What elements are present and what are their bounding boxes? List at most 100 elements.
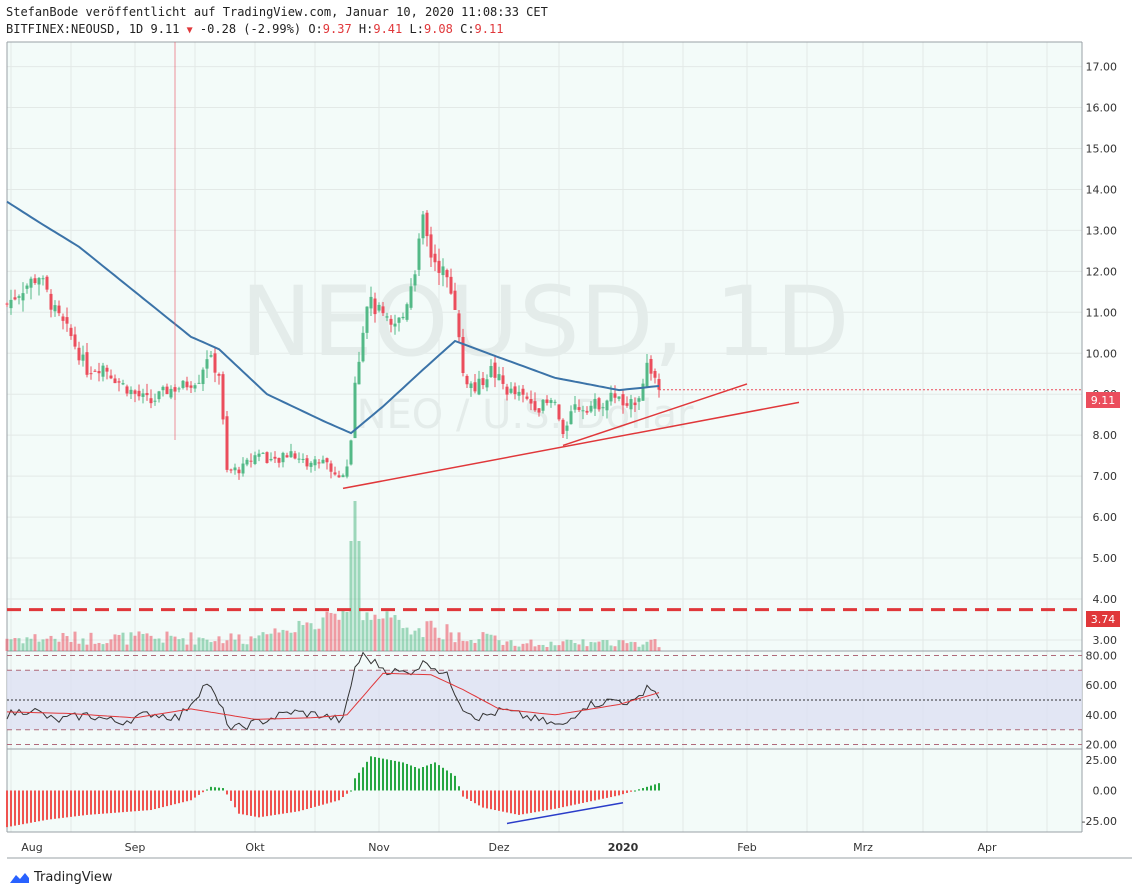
volume-bar: [509, 640, 513, 651]
histogram-bar: [642, 788, 644, 791]
candle-body: [325, 458, 329, 463]
histogram-bar: [398, 761, 400, 791]
histogram-bar: [498, 790, 500, 811]
candle-body: [409, 286, 413, 308]
histogram-bar: [238, 790, 240, 814]
rsi-tick-label: 60.00: [1086, 679, 1118, 692]
volume-bar: [269, 633, 273, 651]
support-trendline[interactable]: [562, 383, 748, 447]
candle-body: [549, 400, 553, 404]
candle-body: [389, 318, 393, 325]
histogram-tick-label: 0.00: [1093, 785, 1118, 798]
histogram-bar: [518, 790, 520, 815]
candle-body: [341, 475, 345, 478]
histogram-bar: [582, 790, 584, 803]
price-tick-label: 5.00: [1093, 552, 1118, 565]
volume-bar: [105, 643, 109, 651]
histogram-bar: [638, 789, 640, 791]
volume-bar: [273, 628, 277, 651]
histogram-bar: [338, 790, 340, 801]
histogram-bar: [526, 790, 528, 814]
histogram-bar: [522, 790, 524, 815]
volume-bar: [481, 632, 485, 651]
histogram-bar: [474, 790, 476, 804]
volume-bar: [553, 645, 557, 651]
volume-bar: [157, 638, 161, 651]
candle-body: [437, 260, 441, 273]
price-tick-label: 3.00: [1093, 634, 1118, 647]
histogram-trendline[interactable]: [506, 801, 624, 825]
histogram-bar: [82, 790, 84, 816]
volume-bar: [633, 642, 637, 651]
histogram-bar: [346, 790, 348, 794]
histogram-bar: [566, 790, 568, 807]
candle-body: [273, 456, 277, 459]
candle-body: [65, 317, 69, 324]
histogram-bar: [610, 790, 612, 798]
volume-bar: [89, 632, 93, 651]
histogram-bar: [454, 775, 456, 791]
candle-body: [257, 453, 261, 457]
histogram-bar: [234, 790, 236, 808]
histogram-bar: [6, 790, 8, 828]
candle-body: [269, 458, 273, 461]
candle-body: [261, 452, 265, 454]
histogram-bar: [358, 772, 360, 791]
support-trendline[interactable]: [342, 401, 800, 490]
histogram-bar: [446, 770, 448, 791]
histogram-bar: [278, 790, 280, 815]
candle-body: [85, 352, 89, 375]
histogram-bar: [462, 790, 464, 797]
histogram-bar: [302, 790, 304, 811]
histogram-bar: [122, 790, 124, 813]
volume-bar: [293, 632, 297, 651]
candle-body: [13, 297, 17, 300]
volume-bar: [529, 639, 533, 651]
volume-bar: [29, 638, 33, 651]
histogram-bar: [106, 790, 108, 814]
histogram-bar: [422, 767, 424, 791]
histogram-tick-label: -25.00: [1082, 815, 1117, 828]
histogram-bar: [170, 790, 172, 806]
histogram-bar: [538, 790, 540, 812]
candle-body: [381, 306, 385, 314]
time-tick-label: Feb: [737, 841, 756, 854]
histogram-bar: [202, 790, 204, 793]
histogram-bar: [618, 790, 620, 796]
brand-name: TradingView: [34, 870, 113, 885]
price-tick-label: 8.00: [1093, 429, 1118, 442]
histogram-bar: [10, 790, 12, 827]
volume-bar: [577, 644, 581, 651]
volume-bar: [57, 641, 61, 651]
candle-body: [97, 371, 101, 374]
volume-bar: [49, 635, 53, 651]
histogram-bar: [330, 790, 332, 803]
histogram-bar: [350, 790, 352, 792]
candle-body: [33, 278, 37, 284]
volume-bar: [365, 612, 369, 651]
price-tick-label: 10.00: [1086, 347, 1118, 360]
histogram-bar: [590, 790, 592, 802]
volume-bar: [457, 632, 461, 651]
histogram-bar: [630, 790, 632, 792]
volume-bar: [369, 619, 373, 651]
histogram-bar: [426, 765, 428, 791]
histogram-bar: [158, 790, 160, 809]
volume-bar: [245, 644, 249, 651]
histogram-bar: [322, 790, 324, 805]
volume-bar: [65, 636, 69, 651]
histogram-bar: [354, 778, 356, 791]
candle-body: [505, 386, 509, 395]
volume-bar: [25, 637, 29, 651]
volume-bar: [317, 628, 321, 651]
volume-bar: [221, 643, 225, 651]
histogram-bar: [290, 790, 292, 813]
candle-body: [609, 392, 613, 402]
tradingview-logo[interactable]: TradingView: [8, 870, 113, 885]
candle-body: [245, 459, 249, 465]
candle-body: [73, 334, 77, 347]
histogram-bar: [550, 790, 552, 810]
candle-body: [141, 393, 145, 397]
candle-body: [121, 383, 125, 385]
